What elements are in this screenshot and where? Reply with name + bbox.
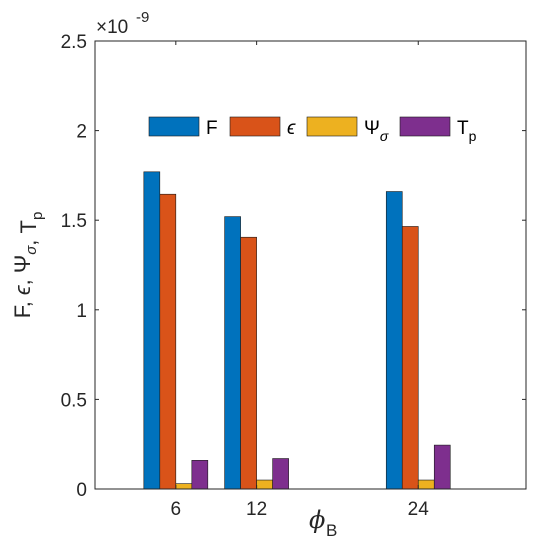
y-tick-label: 0.5 xyxy=(61,390,87,411)
y-tick-label: 2.5 xyxy=(61,32,87,53)
x-axis-label-sub: B xyxy=(326,521,337,540)
plot-box xyxy=(94,40,527,490)
bar-tp-6 xyxy=(191,460,209,490)
y-axis-ticks: 0 0.5 1 1.5 2 2.5 xyxy=(61,32,526,501)
legend-swatch-eps xyxy=(229,116,281,137)
bar-f-12 xyxy=(224,216,241,490)
legend-swatch-f xyxy=(148,116,200,137)
x-axis-ticks: 6 12 24 xyxy=(171,41,430,520)
bar-f-24 xyxy=(385,191,403,490)
legend-label-eps: ϵ xyxy=(287,118,296,139)
y-tick-label: 2 xyxy=(76,122,87,143)
y-axis-label: F, ϵ, Ψσ, Tp xyxy=(10,212,46,319)
legend-label-psi-sigma: Ψσ xyxy=(364,118,389,144)
y-exponent-base: ×10 xyxy=(96,17,128,38)
y-exponent: ×10 -9 xyxy=(96,9,149,38)
x-tick-label: 24 xyxy=(408,499,430,520)
bar-psi-sigma-6 xyxy=(175,483,193,490)
bars-group xyxy=(143,171,451,490)
x-axis-label: ϕ B xyxy=(309,506,337,540)
y-tick-label: 0 xyxy=(76,480,87,501)
y-exponent-power: -9 xyxy=(136,9,149,26)
y-tick-label: 1 xyxy=(76,301,87,322)
bar-eps-24 xyxy=(401,226,419,490)
legend-swatch-psi-sigma xyxy=(306,116,358,137)
x-tick-label: 6 xyxy=(171,499,182,520)
bar-eps-6 xyxy=(159,193,177,490)
bar-psi-sigma-12 xyxy=(256,479,273,490)
bar-eps-12 xyxy=(240,236,257,490)
x-axis-label-main: ϕ xyxy=(309,506,325,534)
legend-label-tp: Tp xyxy=(457,118,477,144)
bar-tp-24 xyxy=(433,444,451,490)
y-tick-label: 1.5 xyxy=(61,211,87,232)
legend-swatch-tp xyxy=(399,116,451,137)
axes-frame xyxy=(94,40,527,490)
y-axis-label-text: F, ϵ, Ψσ, Tp xyxy=(10,212,46,319)
bar-psi-sigma-24 xyxy=(417,479,435,490)
legend-label-f: F xyxy=(206,118,218,139)
x-tick-label: 12 xyxy=(246,499,267,520)
bar-f-6 xyxy=(143,171,161,490)
bar-tp-12 xyxy=(272,458,289,490)
